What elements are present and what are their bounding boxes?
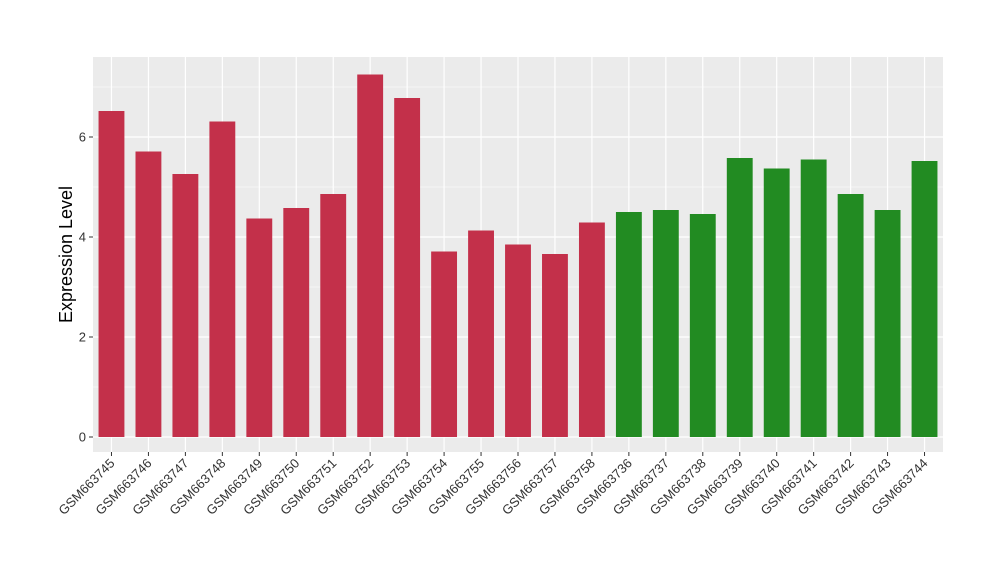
bar-GSM663744	[911, 161, 938, 437]
bar-GSM663739	[726, 158, 753, 437]
bar-GSM663737	[652, 210, 679, 437]
bar-GSM663736	[615, 212, 642, 437]
y-axis-title: Expression Level	[56, 186, 76, 323]
bar-GSM663740	[763, 168, 790, 437]
bar-GSM663738	[689, 214, 716, 437]
bar-GSM663745	[98, 111, 125, 437]
y-tick-label: 4	[79, 230, 86, 245]
bar-GSM663750	[283, 208, 310, 437]
x-axis: GSM663745GSM663746GSM663747GSM663748GSM6…	[55, 452, 931, 518]
y-tick-label: 2	[79, 330, 86, 345]
bar-GSM663748	[209, 121, 236, 437]
bar-GSM663749	[246, 218, 273, 437]
y-tick-label: 6	[79, 130, 86, 145]
bar-GSM663751	[320, 194, 347, 437]
bar-GSM663746	[135, 151, 162, 437]
bar-GSM663743	[874, 210, 901, 437]
bar-GSM663741	[800, 159, 827, 437]
bars	[98, 74, 938, 437]
bar-GSM663752	[357, 74, 384, 437]
bar-GSM663756	[505, 244, 531, 437]
bar-GSM663754	[431, 251, 458, 437]
bar-GSM663753	[394, 98, 421, 437]
bar-GSM663757	[542, 254, 568, 437]
bar-GSM663755	[468, 230, 494, 437]
y-tick-label: 0	[79, 430, 86, 445]
bar-GSM663747	[172, 174, 199, 437]
bar-GSM663758	[578, 222, 605, 437]
y-axis: 0 2 4 6	[79, 130, 93, 445]
bar-GSM663742	[837, 194, 864, 437]
